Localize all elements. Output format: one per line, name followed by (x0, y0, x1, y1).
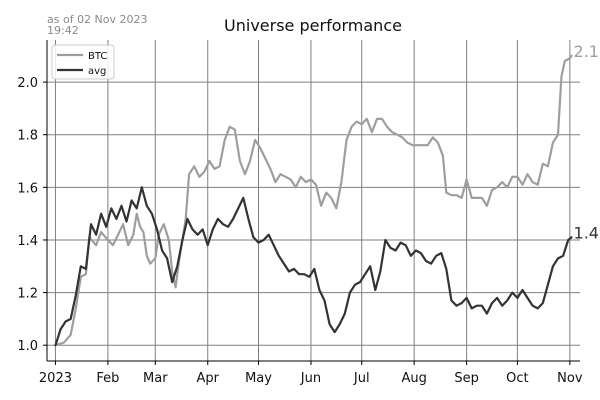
grid-lines (47, 40, 580, 361)
legend-label: BTC (88, 51, 107, 62)
as-of-time: 19:42 (47, 24, 79, 37)
x-tick-label: Oct (506, 371, 528, 386)
x-tick-label: May (245, 371, 272, 386)
y-tick-label: 1.8 (17, 129, 38, 144)
series-line-btc (54, 54, 573, 347)
x-tick-label: Mar (143, 371, 168, 386)
end-label-avg: 1.4 (574, 223, 599, 242)
x-tick-label: Apr (196, 371, 219, 386)
axes (46, 40, 580, 362)
series-line-avg (54, 186, 573, 347)
legend-label: avg (88, 66, 106, 77)
end-labels: 2.1 1.4 (574, 42, 599, 243)
y-tick-label: 1.2 (17, 287, 38, 302)
x-tick-label: 2023 (39, 371, 72, 386)
legend: BTC avg (51, 44, 115, 80)
x-tick-label: Nov (557, 371, 583, 386)
y-tick-label: 1.6 (17, 181, 38, 196)
y-tick-label: 1.0 (17, 339, 38, 354)
x-tick-label: Aug (401, 371, 426, 386)
x-tick-label: Sep (454, 371, 479, 386)
x-tick-label: Jul (353, 371, 370, 386)
chart-title: Universe performance (224, 16, 402, 35)
x-tick-label: Jun (300, 371, 321, 386)
y-tick-label: 2.0 (17, 76, 38, 91)
series-lines (54, 54, 573, 347)
end-label-btc: 2.1 (574, 42, 599, 61)
tick-labels: 2023 Feb Mar Apr May Jun Jul Aug Sep Oct Nov 1.0 1.2… (17, 76, 583, 386)
x-tick-label: Feb (96, 371, 119, 386)
as-of-date: as of 02 Nov 2023 (47, 13, 148, 26)
y-tick-label: 1.4 (17, 234, 38, 249)
